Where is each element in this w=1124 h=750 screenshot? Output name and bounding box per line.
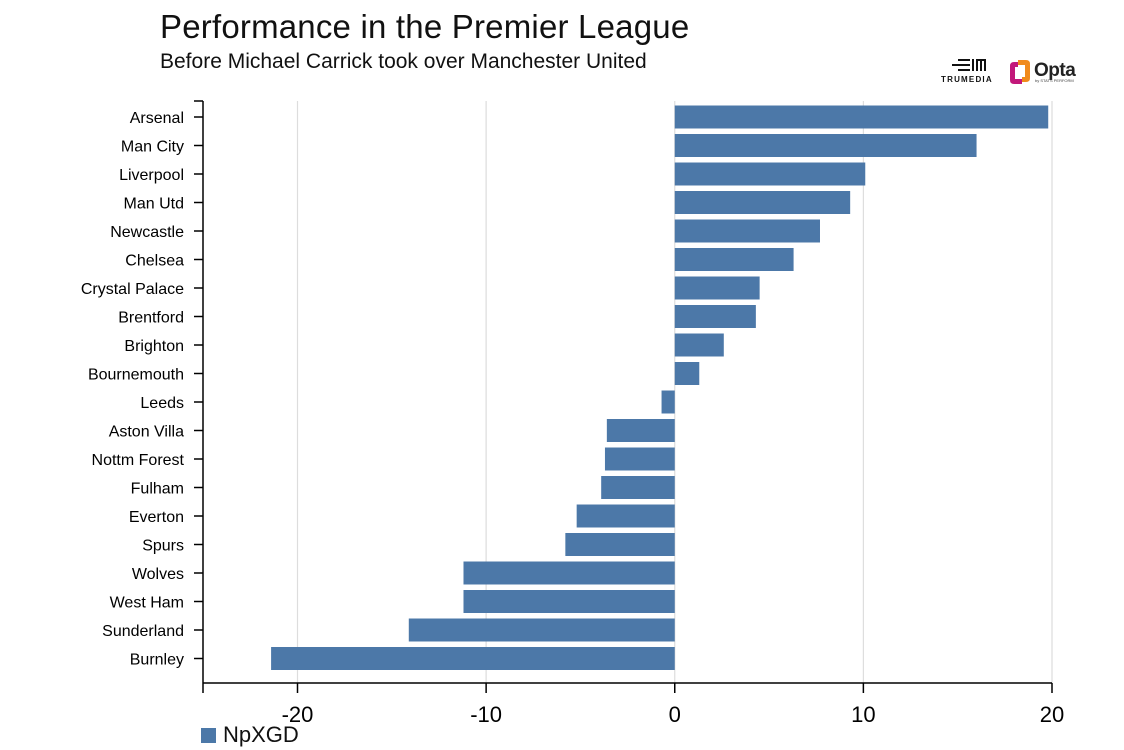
bar-nottm-forest [604,447,675,471]
y-tick-label: Newcastle [110,224,184,241]
opta-logo: Opta by STATS PERFORM [1008,56,1088,88]
y-tick-label: Aston Villa [109,424,184,441]
y-tick-label: Brentford [118,310,184,327]
chart-title: Performance in the Premier League [160,8,690,45]
opta-wordmark: Opta [1034,60,1076,81]
logos: TRUMEDIA Opta by STATS PERFORM [938,56,1098,88]
bar-everton [576,504,675,528]
bar-aston-villa [606,419,675,442]
x-tick-label: -10 [470,702,502,727]
x-tick-label: 0 [669,702,681,727]
y-tick-label: Bournemouth [88,367,184,384]
y-tick-label: Wolves [132,566,184,583]
y-tick-label: Arsenal [130,110,184,127]
bar-brentford [674,305,756,328]
bar-newcastle [674,219,820,243]
opta-mark-icon [1010,60,1030,84]
bar-west-ham [463,590,675,613]
bar-crystal-palace [674,276,760,300]
y-tick-label: Spurs [142,538,184,555]
opta-subtext: by STATS PERFORM [1035,78,1074,83]
bars [271,105,1049,670]
chart-subtitle: Before Michael Carrick took over Manches… [160,50,647,73]
bar-liverpool [674,162,866,186]
x-tick-label: -20 [282,702,314,727]
trumedia-mark-icon [952,59,986,71]
trumedia-wordmark: TRUMEDIA [941,75,993,84]
x-tick-label: 10 [851,702,875,727]
bar-arsenal [674,105,1049,129]
y-tick-label: Sunderland [102,623,184,640]
x-tick-label: 20 [1040,702,1064,727]
legend-label: NpXGD [223,722,299,747]
bar-leeds [661,390,675,414]
y-tick-label: Brighton [124,338,184,355]
y-tick-label: Everton [129,509,184,526]
bar-spurs [565,533,675,556]
y-tick-label: West Ham [110,595,184,612]
y-tick-label: Man Utd [124,196,184,213]
y-tick-label: Nottm Forest [92,452,185,469]
y-tick-label: Chelsea [125,253,184,270]
y-tick-label: Man City [121,139,184,156]
legend-swatch [201,727,216,743]
y-tick-label: Crystal Palace [81,281,184,298]
bar-man-city [674,134,977,157]
trumedia-logo: TRUMEDIA [938,56,1000,88]
bar-fulham [601,476,675,499]
y-tick-label: Leeds [140,395,184,412]
bar-brighton [674,333,724,357]
bar-burnley [271,647,675,670]
bar-man-utd [674,191,851,214]
bar-wolves [463,561,675,585]
y-axis: Arsenal Man City Liverpool Man Utd Newcastle… [81,100,204,683]
bar-sunderland [408,618,675,642]
legend: NpXGD [201,722,299,747]
bar-bournemouth [674,362,700,385]
y-tick-label: Liverpool [119,167,184,184]
y-tick-label: Fulham [131,481,184,498]
y-tick-label: Burnley [130,652,184,669]
bar-chelsea [674,248,794,271]
x-axis: -20 -10 0 10 20 [202,682,1064,727]
